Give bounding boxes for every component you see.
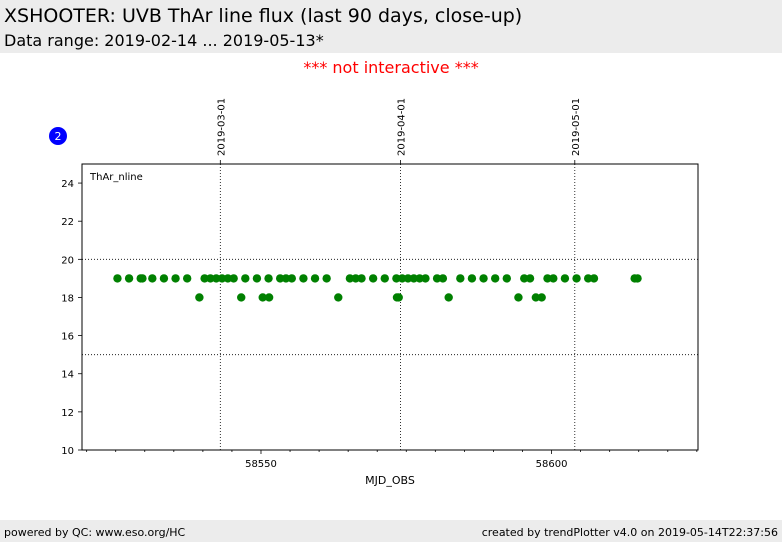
data-point <box>479 274 488 283</box>
count-badge-text: 2 <box>55 130 62 143</box>
y-tick-label: 20 <box>61 255 74 266</box>
data-point <box>514 293 523 302</box>
data-point <box>159 274 169 283</box>
data-points <box>113 274 642 302</box>
data-point <box>299 274 308 283</box>
data-point <box>537 293 546 302</box>
data-point <box>357 274 366 283</box>
count-badge: 2 <box>49 127 67 145</box>
tick-layer: 2019-03-01 2019-04-01 2019-05-01 10 12 14 16 18… <box>61 98 698 470</box>
footer-bar: powered by QC: www.eso.org/HC created by… <box>0 520 782 542</box>
data-point <box>520 274 529 283</box>
data-point <box>182 274 192 283</box>
data-point <box>633 274 642 283</box>
data-point <box>258 293 267 302</box>
data-point <box>380 274 389 283</box>
top-date-tick-label: 2019-05-01 <box>571 98 582 156</box>
data-point <box>572 274 581 283</box>
data-point <box>217 274 227 283</box>
data-range-subtitle: Data range: 2019-02-14 ... 2019-05-13* <box>4 31 324 50</box>
data-point <box>589 274 599 283</box>
data-point <box>275 274 285 283</box>
scatter-chart: 2019-03-01 2019-04-01 2019-05-01 10 12 14 16 18… <box>49 98 699 487</box>
x-tick-label: 58600 <box>536 459 568 470</box>
y-tick-label: 18 <box>61 293 74 304</box>
panel-label: ThAr_nline <box>89 172 143 183</box>
y-tick-label: 10 <box>61 446 74 457</box>
top-date-tick-label: 2019-04-01 <box>396 98 407 156</box>
data-point <box>502 274 512 283</box>
y-tick-label: 12 <box>61 408 74 419</box>
data-point <box>113 274 122 283</box>
y-tick-label: 24 <box>61 179 74 190</box>
data-point <box>229 274 238 283</box>
data-point <box>345 274 355 283</box>
data-point <box>456 274 465 283</box>
data-point <box>444 293 453 302</box>
data-point <box>281 274 291 283</box>
data-point <box>310 274 320 283</box>
grid-layer <box>82 164 698 450</box>
data-point <box>148 274 157 283</box>
data-point <box>252 274 262 283</box>
data-point <box>403 274 413 283</box>
data-point <box>368 274 378 283</box>
x-axis-label: MJD_OBS <box>365 474 415 487</box>
data-point <box>531 293 541 302</box>
data-point <box>438 274 448 283</box>
y-tick-label: 22 <box>61 217 74 228</box>
y-tick-label: 14 <box>61 370 74 381</box>
x-tick-label: 58550 <box>245 459 277 470</box>
header-bar: XSHOOTER: UVB ThAr line flux (last 90 da… <box>0 0 782 53</box>
data-point <box>241 274 250 283</box>
top-date-tick-label: 2019-03-01 <box>216 98 227 156</box>
plot-area <box>81 163 699 451</box>
data-point <box>543 274 552 283</box>
data-point <box>392 274 401 283</box>
count-badge-circle <box>49 127 67 145</box>
data-point <box>415 274 424 283</box>
footer-powered-by: powered by QC: www.eso.org/HC <box>4 526 186 539</box>
data-point <box>467 274 477 283</box>
data-point <box>212 274 221 283</box>
data-point <box>409 274 419 283</box>
data-point <box>195 293 204 302</box>
data-point <box>583 274 593 283</box>
data-point <box>206 274 215 283</box>
data-point <box>490 274 500 283</box>
data-point <box>549 274 558 283</box>
data-point <box>171 274 180 283</box>
footer-created-by: created by trendPlotter v4.0 on 2019-05-… <box>481 526 778 539</box>
not-interactive-notice: *** not interactive *** <box>303 58 479 77</box>
data-point <box>287 274 296 283</box>
data-point <box>432 274 442 283</box>
data-point <box>334 293 343 302</box>
y-tick-label: 16 <box>61 332 74 343</box>
data-point <box>264 293 274 302</box>
data-point <box>138 274 147 283</box>
data-point <box>398 274 407 283</box>
data-point <box>237 293 246 302</box>
data-point <box>223 274 233 283</box>
data-point <box>200 274 209 283</box>
data-point <box>560 274 570 283</box>
page-title: XSHOOTER: UVB ThAr line flux (last 90 da… <box>4 5 523 27</box>
data-point <box>124 274 134 283</box>
data-point <box>421 274 430 283</box>
data-point <box>322 274 331 283</box>
data-point <box>264 274 273 283</box>
data-point <box>525 274 535 283</box>
data-point <box>351 274 360 283</box>
data-point <box>394 293 403 302</box>
